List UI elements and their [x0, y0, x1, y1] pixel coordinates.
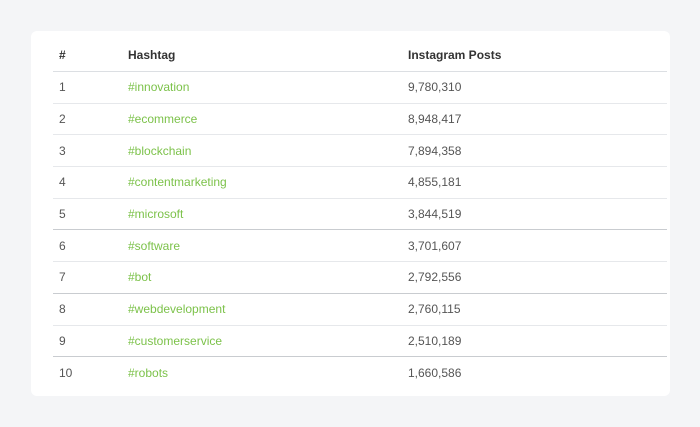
table-row: 7 #bot 2,792,556: [53, 261, 667, 294]
hashtag-link[interactable]: #ecommerce: [128, 112, 198, 127]
posts-cell: 9,780,310: [402, 71, 667, 104]
table-row: 2 #ecommerce 8,948,417: [53, 103, 667, 136]
table-row: 3 #blockchain 7,894,358: [53, 134, 667, 168]
posts-cell: 1,660,586: [408, 365, 462, 380]
table-row: 1 #innovation 9,780,310: [53, 71, 667, 104]
hashtag-cell: #bot: [122, 261, 402, 294]
hashtag-table: # Hashtag Instagram Posts 1 #innovation …: [53, 39, 667, 388]
rank-cell: 1: [53, 71, 122, 104]
rank-cell: 4: [53, 166, 122, 199]
table-row: 6 #software 3,701,607: [53, 229, 667, 263]
rank-cell: 9: [53, 325, 122, 358]
hashtag-link[interactable]: #customerservice: [128, 333, 223, 348]
posts-cell: 7,894,358: [402, 134, 667, 168]
hashtag-link[interactable]: #bot: [128, 270, 152, 285]
rank-cell: 6: [53, 229, 122, 263]
rank-cell: 3: [53, 134, 122, 168]
hashtag-cell: #microsoft: [122, 198, 402, 231]
hashtag-cell: #customerservice: [122, 325, 402, 358]
table-row: 10 #robots 1,660,586: [53, 357, 667, 388]
hashtag-card: # Hashtag Instagram Posts 1 #innovation …: [31, 31, 670, 396]
hashtag-cell: #innovation: [122, 71, 402, 104]
rank-cell: 8: [53, 293, 122, 326]
posts-cell: 8,948,417: [402, 103, 667, 136]
hashtag-cell: #robots: [122, 357, 402, 388]
rank-cell: 5: [53, 198, 122, 231]
hashtag-link[interactable]: #innovation: [128, 80, 190, 95]
hashtag-cell: #contentmarketing: [122, 166, 402, 199]
posts-column-header: Instagram Posts: [402, 39, 667, 72]
posts-cell: 2,760,115: [402, 293, 667, 326]
hashtag-cell: #ecommerce: [122, 103, 402, 136]
rank-column-header: #: [53, 39, 122, 72]
hashtag-cell: #blockchain: [122, 134, 402, 168]
hashtag-link[interactable]: #robots: [128, 365, 169, 380]
hashtag-link[interactable]: #microsoft: [128, 207, 184, 222]
table-row: 9 #customerservice 2,510,189: [53, 325, 667, 358]
rank-cell: 10: [59, 365, 73, 380]
hashtag-link[interactable]: #software: [128, 238, 181, 253]
hashtag-cell: #webdevelopment: [122, 293, 402, 326]
posts-cell: 3,701,607: [402, 229, 667, 263]
table-row: 4 #contentmarketing 4,855,181: [53, 166, 667, 199]
posts-cell: 3,844,519: [402, 198, 667, 231]
hashtag-link[interactable]: #blockchain: [128, 143, 192, 158]
table-header-row: # Hashtag Instagram Posts: [53, 39, 667, 72]
table-row: 5 #microsoft 3,844,519: [53, 198, 667, 231]
hashtag-cell: #software: [122, 229, 402, 263]
table-row: 8 #webdevelopment 2,760,115: [53, 293, 667, 326]
rank-cell: 2: [53, 103, 122, 136]
posts-cell: 4,855,181: [402, 166, 667, 199]
posts-cell: 2,510,189: [402, 325, 667, 358]
rank-cell: 7: [53, 261, 122, 294]
posts-cell: 2,792,556: [402, 261, 667, 294]
hashtag-column-header: Hashtag: [122, 39, 402, 72]
hashtag-link[interactable]: #webdevelopment: [128, 302, 226, 317]
hashtag-link[interactable]: #contentmarketing: [128, 175, 227, 190]
